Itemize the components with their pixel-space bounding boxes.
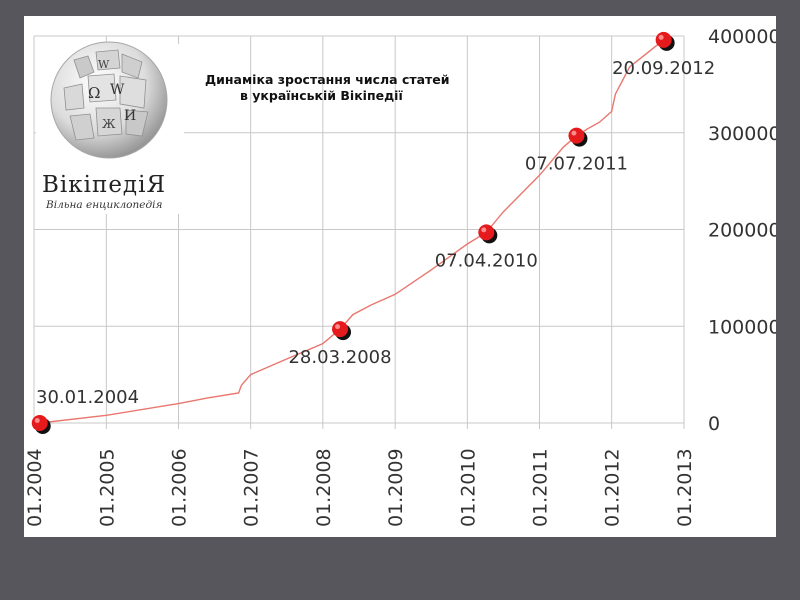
series-line: [39, 39, 665, 424]
date-annotation: 20.09.2012: [612, 58, 715, 79]
labels-layer: 01.2004 01.2005 01.2006 01.2007 01.2008 01.20…: [24, 26, 776, 527]
x-tick-label: 01.2010: [457, 448, 479, 527]
chart-panel: Ω W И W Ж ВікіпедіЯ Вільна енциклопедія …: [24, 16, 776, 537]
x-tick-label: 01.2008: [313, 448, 335, 527]
x-tick-label: 01.2006: [169, 448, 191, 527]
x-tick-label: 01.2005: [96, 448, 118, 527]
data-marker: [478, 224, 495, 241]
y-tick-label: 300000: [708, 123, 776, 145]
markers-layer: [31, 31, 675, 434]
marker-highlight: [335, 324, 341, 330]
data-marker: [332, 321, 349, 338]
y-tick-label: 100000: [708, 316, 776, 338]
globe-glyph: И: [124, 108, 136, 124]
globe-glyph: W: [110, 82, 125, 98]
marker-highlight: [481, 227, 487, 233]
x-tick-label: 01.2013: [674, 448, 696, 527]
date-annotation: 28.03.2008: [288, 347, 391, 368]
date-annotation: 30.01.2004: [36, 387, 139, 408]
y-tick-label: 200000: [708, 220, 776, 242]
x-tick-label: 01.2011: [529, 448, 551, 527]
puzzle-globe-icon: Ω W И W Ж: [50, 41, 168, 159]
logo-wordmark: ВікіпедіЯ: [42, 172, 166, 198]
x-tick-label: 01.2009: [385, 448, 407, 527]
marker-highlight: [34, 418, 40, 423]
date-annotation: 07.07.2011: [525, 154, 628, 175]
data-marker: [655, 31, 672, 48]
chart-title-line-1: Динаміка зростання числа статей: [205, 72, 450, 87]
marker-highlight: [571, 130, 577, 136]
globe-glyph: W: [98, 58, 110, 71]
marker-highlight: [658, 34, 664, 40]
data-marker: [568, 127, 585, 144]
date-annotation: 07.04.2010: [435, 250, 538, 271]
globe-glyph: Ω: [88, 84, 100, 102]
growth-chart: Ω W И W Ж ВікіпедіЯ Вільна енциклопедія …: [24, 26, 776, 527]
globe-glyph: Ж: [102, 117, 116, 131]
series-layer: [39, 39, 665, 424]
y-tick-label: 0: [708, 413, 720, 435]
logo-tagline: Вільна енциклопедія: [45, 199, 162, 211]
x-tick-label: 01.2012: [602, 448, 624, 527]
data-marker: [31, 415, 48, 431]
wikipedia-logo: Ω W И W Ж ВікіпедіЯ Вільна енциклопедія: [36, 41, 184, 214]
x-tick-label: 01.2004: [24, 448, 46, 527]
y-tick-label: 400000: [708, 26, 776, 48]
x-tick-label: 01.2007: [241, 448, 263, 527]
chart-title-line-2: в українській Вікіпедії: [240, 88, 403, 103]
